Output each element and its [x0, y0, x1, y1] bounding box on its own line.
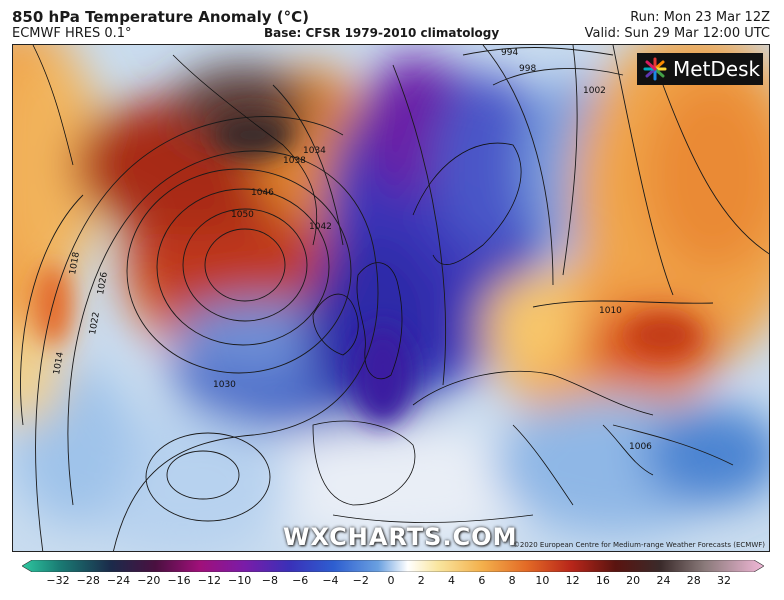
isobar-label: 1026: [96, 271, 110, 296]
colorbar-gradient: [22, 560, 764, 572]
iberia-coast: [312, 420, 416, 506]
isobar-line: [126, 168, 352, 374]
colorbar-tick-label: 20: [626, 574, 641, 587]
isobar-line: [204, 228, 286, 302]
colorbar-tick-label: −8: [261, 574, 279, 587]
colorbar-tick-label: 28: [686, 574, 701, 587]
climatology-label: Base: CFSR 1979-2010 climatology: [264, 26, 500, 40]
wxcharts-watermark: WXCHARTS.COM: [283, 523, 518, 551]
isobar-label: 1006: [629, 442, 652, 452]
isobar-line: [156, 188, 330, 346]
isobar-line: [482, 45, 554, 286]
isobar-label: 1022: [88, 311, 102, 335]
colorbar-tick-label: 32: [717, 574, 731, 587]
colorbar: [22, 560, 764, 572]
metdesk-logo-icon: [643, 57, 667, 81]
scandinavia-coast: [412, 142, 522, 266]
colorbar-tick-label: −24: [106, 574, 131, 587]
ireland-coast: [312, 293, 359, 356]
britain-coast: [356, 262, 403, 380]
chart-title: 850 hPa Temperature Anomaly (°C): [12, 8, 309, 26]
temperature-detail: [35, 113, 698, 425]
isobar-line: [492, 67, 624, 86]
isobar-line: [166, 450, 240, 500]
isobar-line: [35, 116, 344, 551]
isobar-label: 998: [519, 64, 536, 74]
isobar-label: 1050: [231, 210, 254, 220]
isobar-line: [612, 424, 734, 466]
colorbar-tick-label: −12: [197, 574, 221, 587]
colorbar-tick-label: −20: [137, 574, 161, 587]
colorbar-tick-label: −32: [46, 574, 70, 587]
colorbar-tick-label: −4: [322, 574, 339, 587]
canada-coast: [32, 45, 74, 166]
colorbar-tick-label: 10: [535, 574, 550, 587]
isobar-line: [145, 432, 271, 522]
isobar-label: 1038: [283, 156, 306, 166]
chart-header: 850 hPa Temperature Anomaly (°C) ECMWF H…: [0, 0, 784, 44]
run-time: Run: Mon 23 Mar 12Z: [630, 10, 770, 25]
europe-coast: [412, 370, 654, 416]
isobar-line: [392, 64, 446, 386]
isobar-line: [562, 45, 578, 276]
anomaly-map: 1050 1046 1042 1038 1034 1030 1026 1022 …: [12, 44, 770, 552]
colorbar-tick-label: −6: [292, 574, 309, 587]
colorbar-tick-label: 16: [595, 574, 610, 587]
colorbar-tick-label: −28: [76, 574, 100, 587]
greenland-coast: [172, 54, 318, 246]
isobar-line: [67, 150, 379, 551]
isobar-label: 1010: [599, 306, 622, 316]
model-label: ECMWF HRES 0.1°: [12, 26, 132, 41]
colorbar-tick-label: −2: [352, 574, 369, 587]
isobar-line: [532, 300, 714, 308]
isobar-labels: 1050 1046 1042 1038 1034 1030 1026 1022 …: [52, 48, 652, 452]
colorbar-tick-label: 0: [387, 574, 395, 587]
metdesk-logo: MetDesk: [637, 53, 763, 85]
colorbar-tick-label: 24: [656, 574, 671, 587]
isobar-line: [272, 84, 344, 246]
colorbar-tick-label: 8: [508, 574, 516, 587]
colorbar-tick-label: 12: [565, 574, 580, 587]
isobar-lines: [20, 45, 769, 551]
balkan-coast: [602, 424, 654, 476]
isobar-line: [612, 45, 674, 296]
coastlines: [32, 45, 654, 523]
isobar-line: [20, 194, 84, 426]
colorbar-ticks: −32 −28 −24 −20 −16 −12 −10 −8 −6 −4 −2 0 2 4 6 8 10 12 16…: [0, 574, 784, 594]
isobar-line: [462, 47, 614, 56]
isobar-label: 1042: [309, 222, 332, 232]
isobar-line: [182, 208, 308, 322]
isobar-label: 1046: [251, 188, 274, 198]
isobar-label: 1014: [52, 351, 66, 376]
isobar-label: 1018: [68, 251, 82, 276]
isobar-label: 994: [501, 48, 518, 58]
isobar-label: 1002: [583, 86, 606, 96]
colorbar-tick-label: 2: [417, 574, 425, 587]
colorbar-tick-label: 4: [448, 574, 456, 587]
copyright-notice: ©2020 European Centre for Medium-range W…: [512, 541, 765, 549]
isobar-label: 1030: [213, 380, 236, 390]
colorbar-tick-label: −10: [228, 574, 252, 587]
map-canvas: 1050 1046 1042 1038 1034 1030 1026 1022 …: [13, 45, 769, 551]
valid-time: Valid: Sun 29 Mar 12:00 UTC: [584, 26, 770, 41]
colorbar-tick-label: −16: [167, 574, 191, 587]
metdesk-name: MetDesk: [673, 57, 761, 81]
italy-coast: [512, 424, 574, 506]
isobar-label: 1034: [303, 146, 326, 156]
colorbar-tick-label: 6: [478, 574, 486, 587]
isobar-line: [662, 84, 769, 255]
north-africa-coast: [332, 514, 534, 523]
